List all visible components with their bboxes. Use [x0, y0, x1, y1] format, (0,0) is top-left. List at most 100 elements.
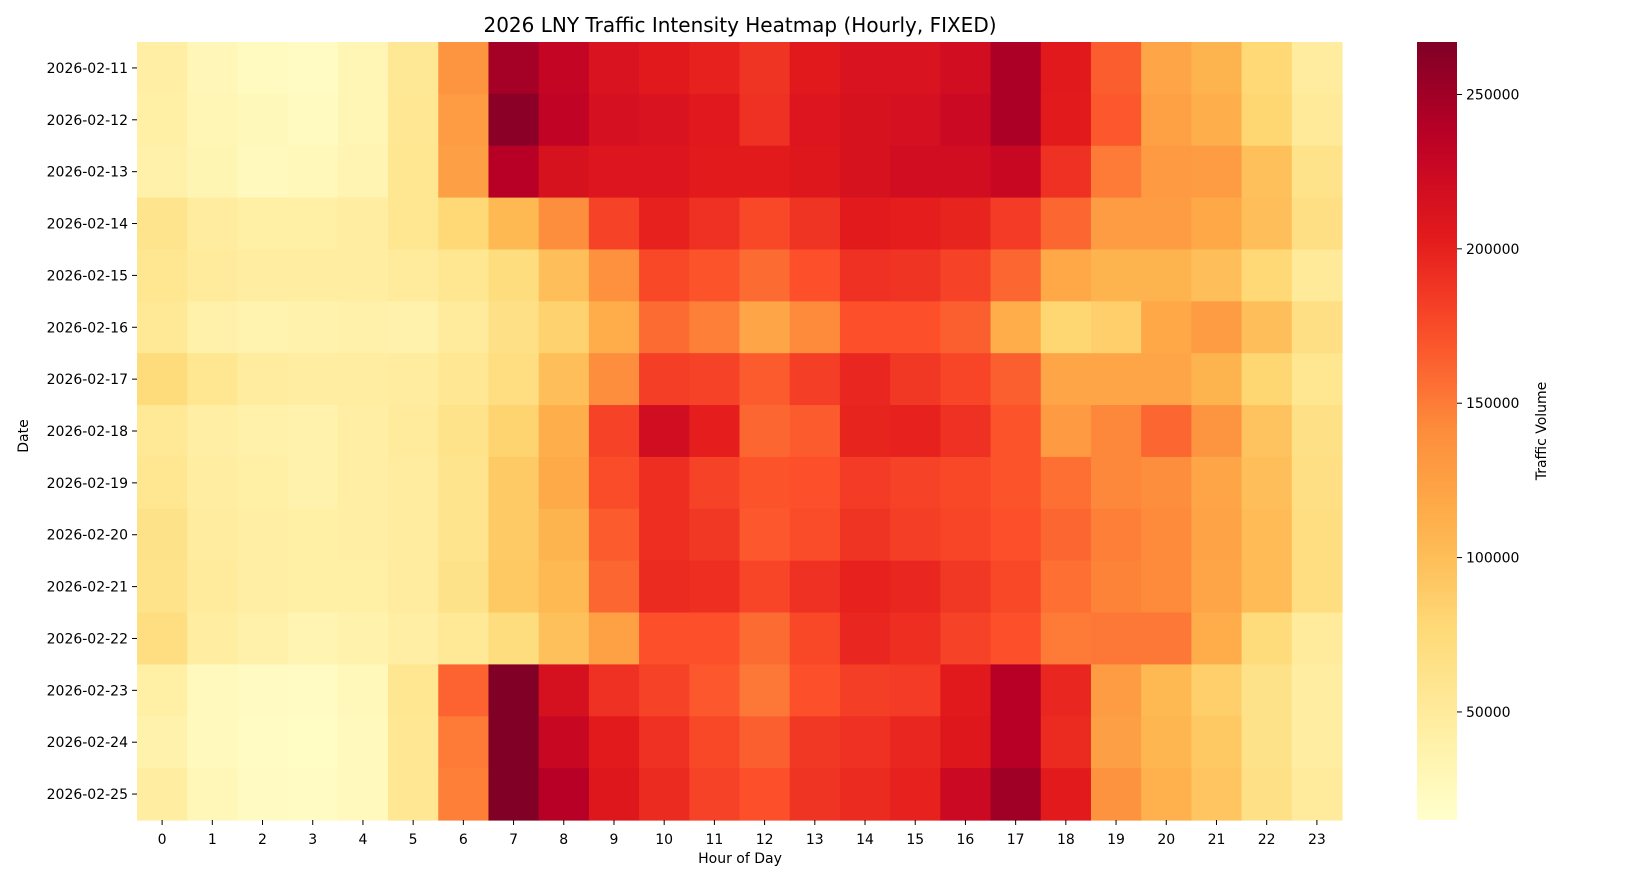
- heatmap-cell: [890, 145, 941, 199]
- heatmap-cell: [438, 456, 490, 510]
- heatmap-cell: [538, 301, 590, 354]
- heatmap-cell: [538, 145, 590, 199]
- heatmap-cell: [689, 716, 741, 769]
- heatmap-cell: [1291, 301, 1343, 354]
- heatmap-cell: [1040, 456, 1092, 510]
- heatmap-cell: [1291, 145, 1343, 199]
- heatmap-cell: [639, 560, 690, 614]
- heatmap-cell: [689, 93, 741, 147]
- heatmap-cell: [639, 716, 690, 769]
- heatmap-cell: [639, 768, 690, 821]
- x-tick-label: 20: [1157, 832, 1175, 848]
- heatmap-cell: [488, 197, 540, 251]
- x-tick-label: 18: [1057, 832, 1075, 848]
- heatmap-cell: [890, 405, 941, 458]
- heatmap-cell: [789, 612, 841, 665]
- heatmap-cell: [990, 456, 1042, 510]
- heatmap-cell: [839, 353, 891, 406]
- heatmap-cell: [1040, 301, 1092, 354]
- heatmap-cell: [488, 508, 540, 562]
- heatmap-cell: [689, 353, 741, 406]
- heatmap-cell: [940, 301, 992, 354]
- heatmap-cell: [1040, 249, 1092, 302]
- y-tick-label: 2026-02-15: [47, 268, 128, 284]
- x-axis-ticks: 0 1 2 3 4 5 6 7 8 9 10 11 12 13 14 15 16 17 18 19 20 21 22 23: [158, 820, 1326, 848]
- heatmap-cell: [1191, 664, 1243, 717]
- heatmap-cell: [388, 42, 439, 95]
- heatmap-cell: [689, 768, 741, 821]
- heatmap-cell: [839, 768, 891, 821]
- heatmap-cell: [237, 249, 289, 302]
- heatmap-cell: [388, 249, 439, 302]
- heatmap-cell: [388, 93, 439, 147]
- heatmap-cell: [187, 405, 239, 458]
- heatmap-cell: [588, 664, 640, 717]
- heatmap-cell: [137, 405, 188, 458]
- heatmap-cell: [287, 768, 339, 821]
- heatmap-cell: [1141, 456, 1192, 510]
- heatmap-cell: [689, 145, 741, 199]
- heatmap-cell: [1191, 42, 1243, 95]
- heatmap-cell: [639, 93, 690, 147]
- heatmap-cell: [438, 508, 490, 562]
- heatmap-cell: [237, 353, 289, 406]
- heatmap-cell: [1241, 664, 1293, 717]
- heatmap-cell: [237, 301, 289, 354]
- heatmap-cell: [337, 197, 389, 251]
- heatmap-cell: [488, 93, 540, 147]
- chart-title: 2026 LNY Traffic Intensity Heatmap (Hour…: [483, 13, 996, 37]
- heatmap-cell: [287, 716, 339, 769]
- heatmap-cell: [1191, 197, 1243, 251]
- heatmap-cell: [588, 508, 640, 562]
- heatmap-cell: [287, 301, 339, 354]
- heatmap-cell: [337, 93, 389, 147]
- heatmap-cell: [689, 560, 741, 614]
- heatmap-cell: [890, 301, 941, 354]
- heatmap-cell: [639, 456, 690, 510]
- heatmap-cell: [488, 768, 540, 821]
- x-tick-label: 13: [806, 832, 824, 848]
- heatmap-cell: [1191, 145, 1243, 199]
- y-tick-label: 2026-02-12: [47, 113, 128, 129]
- heatmap-cell: [839, 249, 891, 302]
- heatmap-cell: [588, 301, 640, 354]
- heatmap-cell: [789, 93, 841, 147]
- heatmap-cell: [237, 42, 289, 95]
- heatmap-cell: [689, 664, 741, 717]
- x-tick-label: 14: [856, 832, 874, 848]
- heatmap-cell: [538, 405, 590, 458]
- heatmap-cell: [940, 93, 992, 147]
- heatmap-cell: [990, 197, 1042, 251]
- heatmap-cell: [538, 249, 590, 302]
- heatmap-cell: [337, 456, 389, 510]
- heatmap-cell: [739, 612, 791, 665]
- heatmap-cell: [438, 560, 490, 614]
- heatmap-cell: [739, 93, 791, 147]
- y-tick-label: 2026-02-14: [47, 217, 128, 233]
- heatmap-cell: [1090, 42, 1142, 95]
- heatmap-cell: [739, 249, 791, 302]
- heatmap-cell: [137, 612, 188, 665]
- heatmap-cell: [890, 197, 941, 251]
- heatmap-cell: [990, 405, 1042, 458]
- heatmap-cell: [890, 768, 941, 821]
- heatmap-cell: [890, 716, 941, 769]
- heatmap-cell: [287, 249, 339, 302]
- heatmap-cell: [137, 508, 188, 562]
- heatmap-cell: [187, 456, 239, 510]
- heatmap-cell: [237, 508, 289, 562]
- heatmap-cell: [789, 353, 841, 406]
- heatmap-cell: [438, 768, 490, 821]
- heatmap-cell: [789, 145, 841, 199]
- heatmap-cell: [137, 456, 188, 510]
- heatmap-cell: [237, 612, 289, 665]
- y-tick-label: 2026-02-24: [47, 735, 128, 751]
- heatmap-cell: [337, 768, 389, 821]
- heatmap-cell: [588, 612, 640, 665]
- heatmap-cell: [940, 249, 992, 302]
- heatmap-cell: [890, 42, 941, 95]
- heatmap-cell: [1040, 612, 1092, 665]
- x-axis-label: Hour of Day: [698, 851, 782, 867]
- colorbar-tick-label: 100000: [1466, 551, 1519, 567]
- colorbar-ticks: 50000 100000 150000 200000 250000: [1457, 87, 1519, 721]
